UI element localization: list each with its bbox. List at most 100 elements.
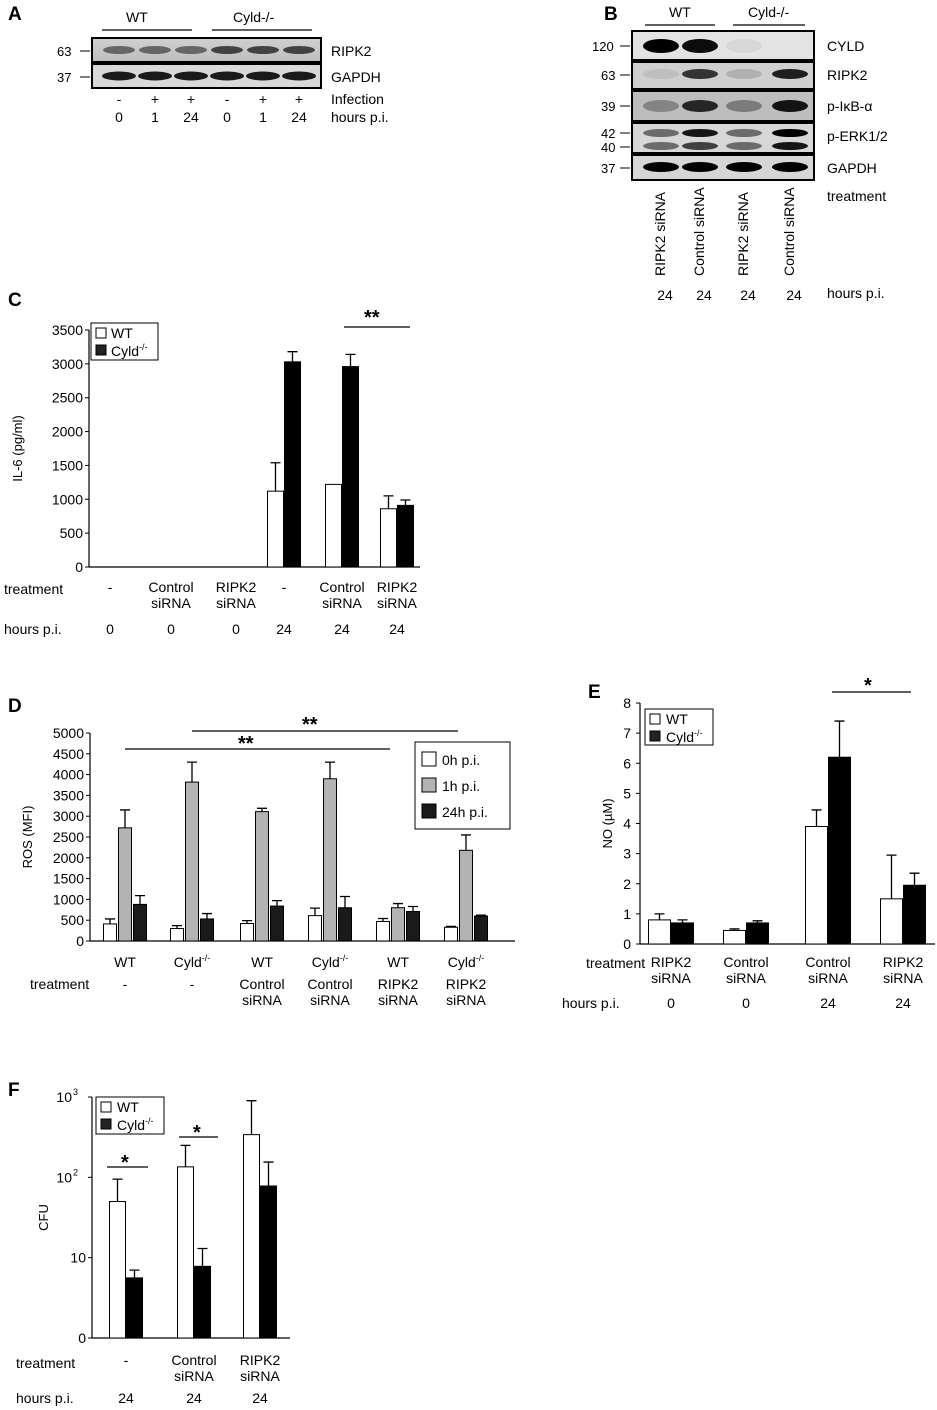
panel-b-treatment-2: RIPK2 siRNA — [735, 191, 751, 276]
x-category-label: Control siRNA — [148, 579, 193, 611]
panel-b-band-perk: p-ERK1/2 — [827, 128, 888, 144]
blot-band — [726, 69, 762, 79]
error-bar — [383, 495, 394, 509]
blot-band — [682, 129, 718, 137]
y-tick-label: 7 — [623, 725, 631, 741]
blot-band — [643, 39, 679, 53]
panel-a-band-gapdh: GAPDH — [331, 69, 381, 85]
blot-band — [139, 46, 171, 54]
blot-band — [726, 100, 762, 112]
bar-series-2 — [406, 910, 420, 942]
error-bar — [340, 895, 350, 908]
blot-band — [138, 71, 172, 81]
x-treatment-label: - — [123, 976, 128, 992]
legend-label-cyld: Cyld-/- — [111, 342, 148, 359]
panel-a-hours-5: 24 — [291, 109, 307, 125]
panel-b-mw-39: 39 — [601, 99, 615, 114]
x-treatment-label: Control siRNA — [239, 976, 284, 1008]
bar-series-2 — [133, 903, 147, 942]
x-hours-label: 0 — [742, 995, 750, 1011]
bar-series-1 — [323, 778, 337, 942]
bar-series-1 — [391, 907, 405, 942]
blot-band — [726, 39, 762, 53]
y-tick-label: 0 — [76, 933, 84, 949]
legend-label-wt: WT — [111, 325, 133, 341]
y-tick-label-exponent: 2 — [73, 1167, 78, 1177]
x-category-label: RIPK2 siRNA — [216, 579, 257, 611]
panel-a-hours-4: 1 — [259, 109, 267, 125]
bar-cyld — [671, 922, 694, 945]
x-category-label: - — [108, 579, 113, 595]
error-bar — [246, 1100, 257, 1135]
x-category-label: Cyld-/- — [448, 953, 485, 970]
error-bar — [378, 917, 388, 922]
bar-wt — [267, 490, 284, 568]
bar-series-0 — [170, 928, 184, 942]
panel-b-band-cyld: CYLD — [827, 38, 864, 54]
y-tick-label: 500 — [61, 912, 85, 928]
panel-b-hours-label: hours p.i. — [827, 285, 885, 301]
panel-b-mw-63: 63 — [601, 68, 615, 83]
bar-series-0 — [308, 915, 322, 942]
y-tick-label-exponent: 3 — [73, 1087, 78, 1097]
y-tick-label: 2 — [623, 876, 631, 892]
panel-b-treatment-label-3: Control siRNA — [781, 187, 797, 276]
panel-a-infection-2: + — [187, 91, 195, 107]
blot-band — [726, 142, 762, 150]
x-category-label: RIPK2 siRNA — [240, 1352, 281, 1384]
panel-d: D treatment ** ** ROS (MFI) 0 500 1000 1500 2… — [8, 696, 515, 1008]
x-hours-label: 0 — [667, 995, 675, 1011]
bar-cyld — [746, 922, 769, 945]
blot-band — [210, 71, 244, 81]
blot-band — [772, 162, 808, 172]
panel-a-genotype-cyld: Cyld-/- — [233, 9, 275, 25]
legend-swatch-wt — [649, 713, 661, 725]
x-category-label: WT — [251, 954, 273, 970]
legend-label-2: 24h p.i. — [442, 804, 488, 820]
bar-series-1 — [255, 811, 269, 942]
bar-wt — [880, 898, 903, 945]
legend-label-wt: WT — [117, 1099, 139, 1115]
legend-label-0: 0h p.i. — [442, 752, 480, 768]
panel-c: C treatment hours p.i. ** IL-6 (pg/ml) 0 5… — [4, 290, 420, 637]
panel-d-letter: D — [8, 696, 22, 717]
y-tick-label: 6 — [623, 755, 631, 771]
panel-b-genotype-wt: WT — [669, 4, 691, 20]
y-tick-label: 4 — [623, 816, 631, 832]
error-bar — [400, 499, 411, 506]
panel-e-significance: * — [864, 675, 872, 697]
error-bar — [310, 907, 320, 916]
blot-band — [246, 71, 280, 81]
y-axis-label: NO (µM) — [600, 798, 615, 848]
y-tick-label: 5 — [623, 785, 631, 801]
error-bar — [187, 761, 197, 783]
blot-band — [643, 69, 679, 79]
x-hours-label: 0 — [167, 621, 175, 637]
error-bar — [752, 920, 763, 923]
legend-label-1: 1h p.i. — [442, 778, 480, 794]
error-bar — [461, 834, 471, 851]
error-bar — [257, 807, 267, 812]
panel-a-hours-3: 0 — [223, 109, 231, 125]
panel-a-hours-0: 0 — [115, 109, 123, 125]
x-hours-label: 24 — [895, 995, 911, 1011]
panel-b-band-ripk2: RIPK2 — [827, 67, 868, 83]
panel-b-treatment-3: Control siRNA — [781, 187, 797, 276]
y-tick-label: 1000 — [52, 491, 83, 507]
bar-wt — [723, 929, 746, 945]
panel-a-hours-2: 24 — [183, 109, 199, 125]
panel-a: A WT Cyld-/- 63 37 RIPK2 GAPDH Infection… — [8, 4, 389, 125]
blot-band — [643, 162, 679, 172]
blot-band — [247, 46, 279, 54]
error-bar — [180, 1144, 191, 1167]
legend-swatch-1 — [421, 777, 437, 793]
panel-c-hours-label: hours p.i. — [4, 621, 62, 637]
y-tick-label: 4500 — [53, 746, 84, 762]
panel-d-significance-upper: ** — [302, 714, 318, 736]
error-bar — [408, 905, 418, 912]
error-bar — [135, 895, 145, 905]
x-category-label: RIPK2 siRNA — [883, 954, 924, 986]
panel-b-hours-0: 24 — [657, 287, 673, 303]
panel-b-hours-3: 24 — [786, 287, 802, 303]
